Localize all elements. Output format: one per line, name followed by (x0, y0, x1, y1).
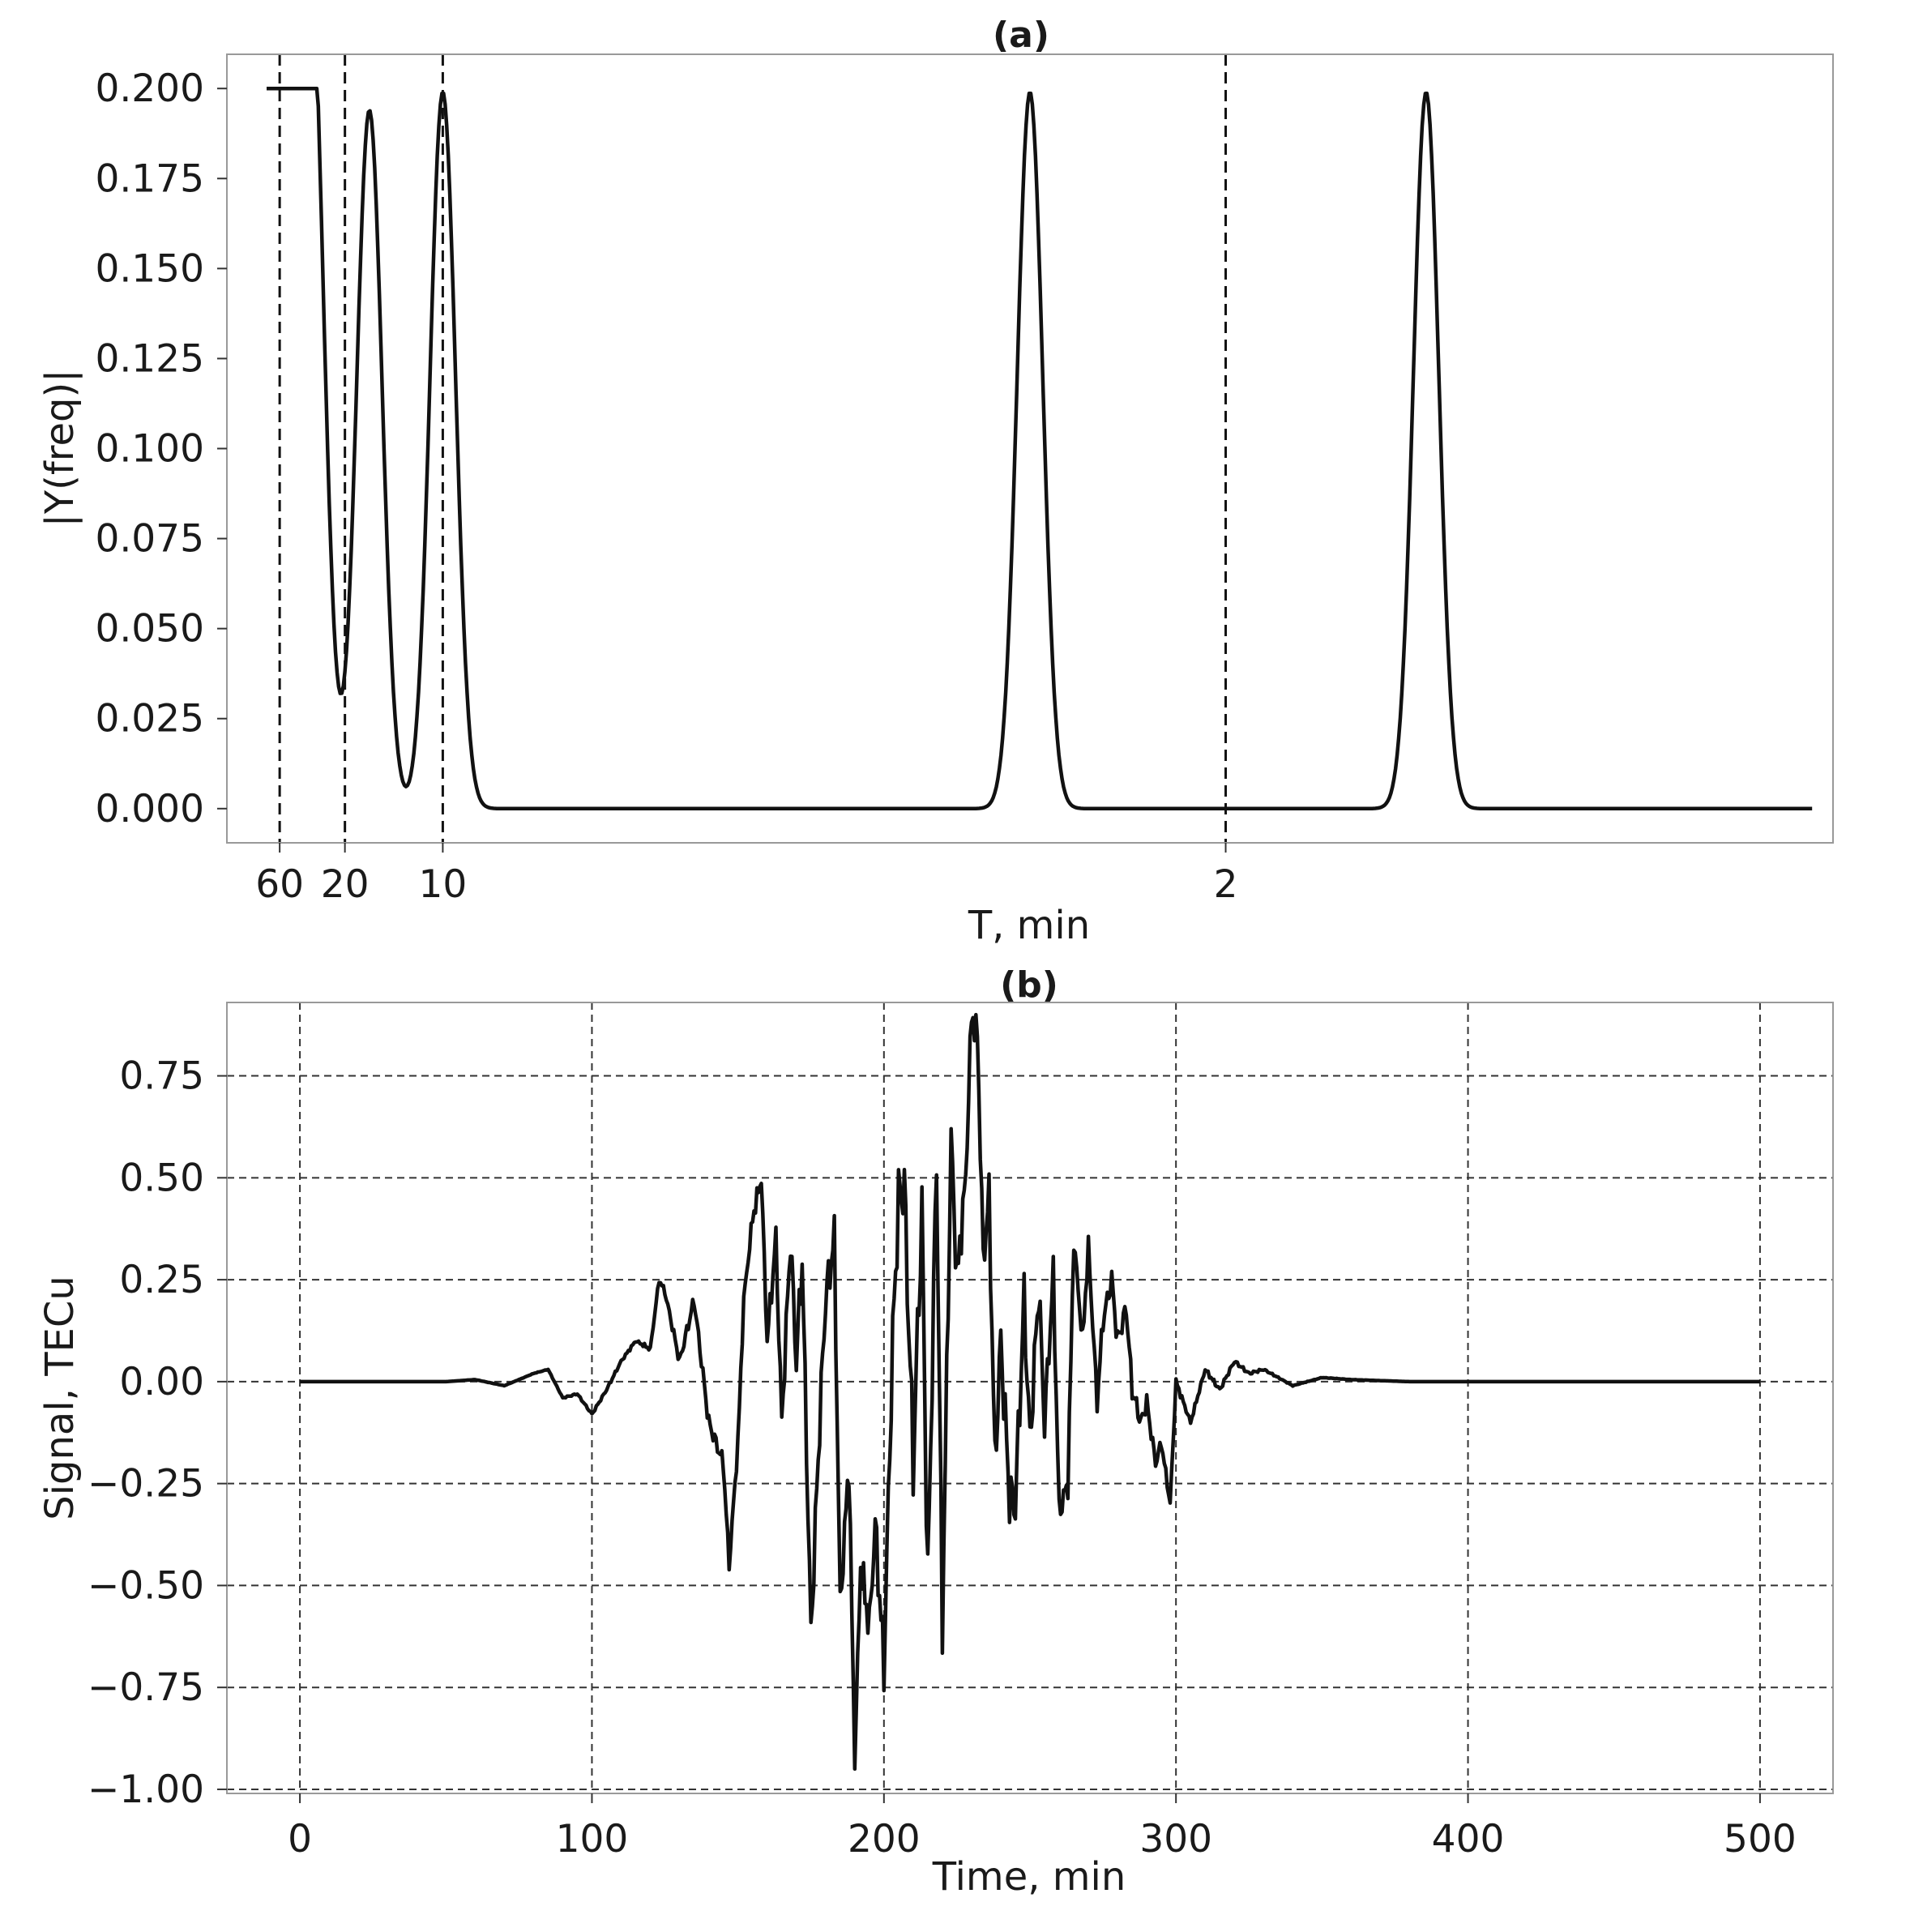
panel-a-y-tick-label: 0.050 (95, 607, 204, 652)
panel-a-spectrum-line (266, 86, 1813, 811)
panel-b-x-tick-label: 200 (848, 1817, 921, 1861)
panel-b-title: (b) (1000, 964, 1058, 1006)
panel-a-y-tick-label: 0.175 (95, 156, 204, 201)
panel-b-y-tick-label: 0.00 (119, 1360, 204, 1404)
panel-b-x-tick-label: 0 (288, 1817, 312, 1861)
panel-a-y-tick-label: 0.000 (95, 787, 204, 831)
panel-a-x-tick-label: 20 (321, 862, 370, 907)
panel-a-y-tick-label: 0.125 (95, 336, 204, 381)
panel-b-x-tick-label: 400 (1432, 1817, 1505, 1861)
panel-a-x-tick-label: 60 (255, 862, 304, 907)
panel-b-x-ticks: 0 100 200 300 400 500 (288, 1793, 1797, 1861)
panel-a-y-tick-label: 0.200 (95, 66, 204, 111)
panel-b-x-tick-label: 300 (1139, 1817, 1212, 1861)
panel-b-y-tick-label: −1.00 (88, 1767, 204, 1812)
panel-b-y-tick-label: −0.25 (88, 1462, 204, 1507)
panel-b-y-tick-label: 0.50 (119, 1156, 204, 1200)
panel-b-y-tick-label: 0.75 (119, 1054, 204, 1099)
panel-b-plot-frame (226, 1002, 1834, 1794)
panel-b-y-tick-label: −0.75 (88, 1665, 204, 1710)
panel-a-y-axis-label: |Y(freq)| (37, 370, 83, 528)
panel-b-y-tick-label: 0.25 (119, 1258, 204, 1302)
panel-a-x-ticks: 60 20 10 2 (255, 843, 1237, 907)
panel-a-y-tick-label: 0.075 (95, 517, 204, 562)
panel-b-y-axis-label: Signal, TECu (37, 1276, 83, 1520)
panel-a-y-tick-label: 0.025 (95, 697, 204, 742)
panel-a-title: (a) (993, 15, 1049, 56)
panel-b-x-tick-label: 100 (556, 1817, 629, 1861)
panel-a-x-axis-label: T, min (968, 903, 1090, 948)
panel-a: (a) 0.0000.0250.0500.0750.1000.1250.1500… (37, 15, 1834, 948)
panel-a-x-tick-label: 10 (419, 862, 468, 907)
panel-a-reference-lines (278, 54, 1228, 843)
panel-a-y-ticks: 0.000 0.025 0.050 0.075 0.100 0.125 0.150 0.175… (95, 66, 227, 831)
panel-a-x-tick-label: 2 (1214, 862, 1238, 907)
panel-b: (b) −1.00 −0.75 −0.50 −0.25 0.00 0.25 0.50 0.75… (37, 964, 1834, 1900)
panel-a-y-tick-label: 0.100 (95, 427, 204, 472)
panel-b-x-tick-label: 500 (1724, 1817, 1797, 1861)
panel-b-x-axis-label: Time, min (932, 1854, 1126, 1900)
panel-b-signal-line (299, 1012, 1761, 1772)
panel-b-y-tick-label: −0.50 (88, 1563, 204, 1608)
panel-a-y-tick-label: 0.150 (95, 246, 204, 291)
panel-b-y-ticks: −1.00 −0.75 −0.50 −0.25 0.00 0.25 0.50 0.75 (88, 1054, 227, 1812)
